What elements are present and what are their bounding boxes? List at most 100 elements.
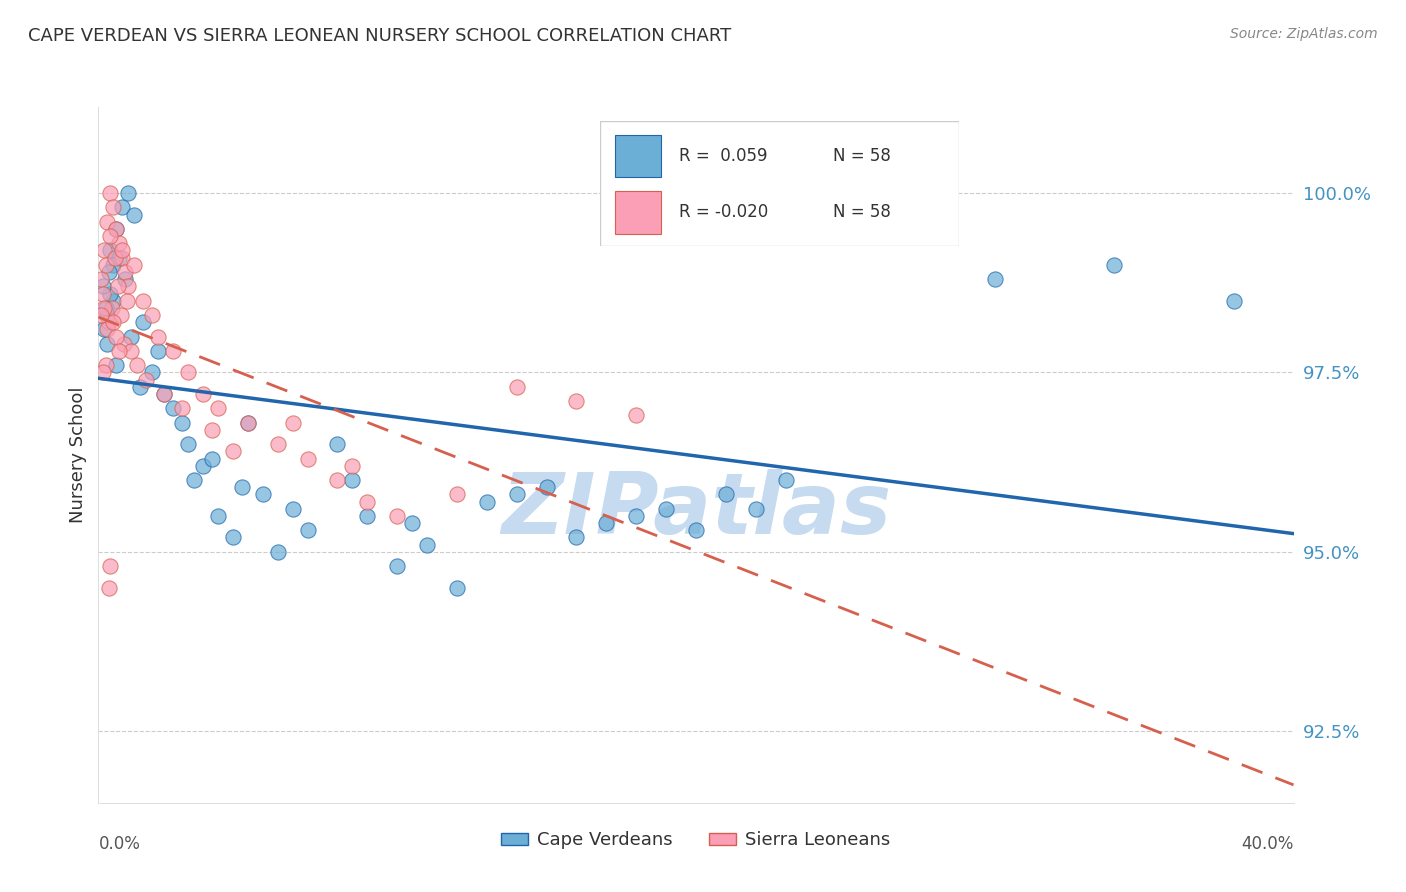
Point: [111, 201, 134, 215]
Point: [141, 366, 163, 380]
Point: [132, 315, 155, 329]
Point: [105, 222, 128, 236]
Point: [153, 387, 176, 401]
Point: [1222, 293, 1246, 308]
Point: [356, 508, 378, 523]
Point: [97, 265, 120, 279]
Point: [446, 581, 468, 595]
Point: [172, 401, 194, 416]
Point: [385, 559, 409, 574]
Point: [132, 293, 155, 308]
Point: [91, 366, 114, 380]
Point: [177, 366, 200, 380]
Point: [105, 329, 128, 343]
Point: [281, 501, 304, 516]
Point: [565, 394, 588, 409]
Point: [94, 358, 117, 372]
Point: [93, 322, 115, 336]
Point: [267, 437, 290, 451]
Point: [105, 358, 128, 372]
Point: [162, 343, 184, 358]
Point: [624, 508, 647, 523]
Point: [129, 380, 152, 394]
Point: [342, 458, 364, 473]
Point: [117, 279, 139, 293]
Point: [207, 401, 229, 416]
Point: [191, 387, 214, 401]
Point: [655, 501, 678, 516]
Point: [326, 437, 349, 451]
Point: [90, 308, 112, 322]
Point: [97, 315, 120, 329]
Point: [124, 258, 146, 272]
Text: CAPE VERDEAN VS SIERRA LEONEAN NURSERY SCHOOL CORRELATION CHART: CAPE VERDEAN VS SIERRA LEONEAN NURSERY S…: [28, 27, 731, 45]
Point: [595, 516, 617, 530]
Point: [120, 343, 142, 358]
Point: [91, 286, 114, 301]
Point: [103, 201, 125, 215]
Point: [267, 545, 290, 559]
Point: [112, 336, 135, 351]
Point: [98, 229, 122, 244]
Point: [103, 315, 125, 329]
Point: [191, 458, 214, 473]
Point: [97, 581, 120, 595]
Point: [110, 308, 132, 322]
Point: [1102, 258, 1125, 272]
Point: [111, 251, 134, 265]
Point: [98, 286, 122, 301]
Point: [127, 358, 149, 372]
Point: [281, 416, 304, 430]
Point: [98, 244, 122, 258]
Point: [98, 559, 122, 574]
Point: [98, 186, 122, 200]
Text: 0.0%: 0.0%: [98, 835, 141, 853]
Point: [107, 279, 129, 293]
Point: [115, 293, 138, 308]
Point: [94, 258, 117, 272]
Point: [120, 329, 142, 343]
Point: [506, 380, 529, 394]
Point: [108, 236, 131, 251]
Point: [565, 530, 588, 544]
Point: [236, 416, 259, 430]
Point: [983, 272, 1005, 286]
Point: [96, 336, 118, 351]
Point: [103, 258, 125, 272]
Y-axis label: Nursery School: Nursery School: [69, 386, 87, 524]
Point: [141, 308, 163, 322]
Point: [101, 301, 124, 315]
Point: [506, 487, 529, 501]
Point: [536, 480, 558, 494]
Point: [201, 451, 224, 466]
Point: [231, 480, 253, 494]
Point: [342, 473, 364, 487]
Point: [117, 186, 139, 200]
Point: [385, 508, 409, 523]
Point: [714, 487, 737, 501]
Point: [91, 279, 114, 293]
Point: [96, 308, 118, 322]
Point: [207, 508, 229, 523]
Point: [356, 494, 378, 508]
Point: [201, 423, 224, 437]
Point: [135, 373, 157, 387]
Point: [93, 244, 115, 258]
Point: [114, 265, 136, 279]
Point: [104, 251, 127, 265]
Point: [401, 516, 423, 530]
Point: [446, 487, 468, 501]
Point: [183, 473, 205, 487]
Point: [108, 343, 131, 358]
Point: [297, 523, 319, 537]
Point: [148, 329, 170, 343]
Point: [96, 215, 118, 229]
Point: [416, 538, 439, 552]
Point: [177, 437, 200, 451]
Legend: Cape Verdeans, Sierra Leoneans: Cape Verdeans, Sierra Leoneans: [494, 824, 898, 856]
Point: [222, 530, 245, 544]
Point: [105, 222, 128, 236]
Point: [93, 301, 115, 315]
Point: [103, 293, 125, 308]
Point: [624, 409, 647, 423]
